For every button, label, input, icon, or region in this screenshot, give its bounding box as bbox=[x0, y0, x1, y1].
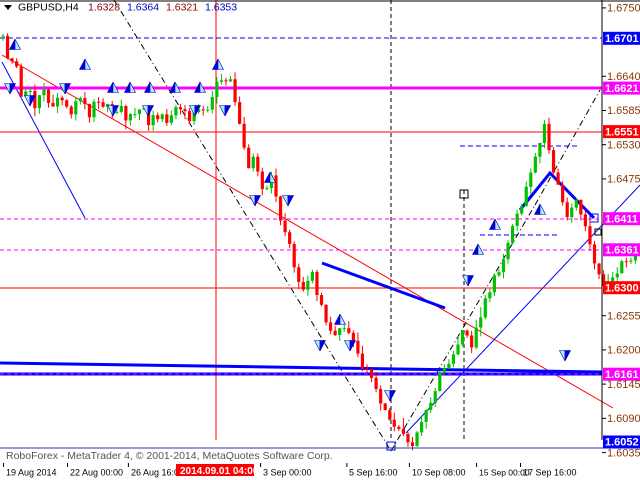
svg-text:17 Sep 16:00: 17 Sep 16:00 bbox=[523, 468, 577, 478]
svg-text:19 Aug 2014: 19 Aug 2014 bbox=[6, 468, 57, 478]
svg-text:1.6621: 1.6621 bbox=[605, 83, 639, 95]
svg-text:1.6361: 1.6361 bbox=[605, 245, 639, 257]
svg-text:1.6255: 1.6255 bbox=[607, 310, 640, 322]
svg-text:10 Sep 08:00: 10 Sep 08:00 bbox=[412, 468, 466, 478]
svg-text:1.6145: 1.6145 bbox=[607, 379, 640, 391]
svg-text:1.6035: 1.6035 bbox=[607, 447, 640, 459]
svg-text:1.6090: 1.6090 bbox=[607, 413, 640, 425]
svg-text:1.6321: 1.6321 bbox=[166, 1, 198, 13]
svg-text:1.6551: 1.6551 bbox=[605, 126, 639, 138]
svg-text:GBPUSD,H4: GBPUSD,H4 bbox=[18, 1, 79, 13]
svg-text:1.6353: 1.6353 bbox=[205, 1, 237, 13]
svg-text:1.6640: 1.6640 bbox=[607, 71, 640, 83]
svg-text:1.6364: 1.6364 bbox=[127, 1, 159, 13]
svg-text:1.6200: 1.6200 bbox=[607, 345, 640, 357]
svg-text:1.6411: 1.6411 bbox=[605, 213, 638, 225]
svg-text:1.6530: 1.6530 bbox=[607, 139, 640, 151]
svg-text:RoboForex - MetaTrader 4, © 20: RoboForex - MetaTrader 4, © 2001-2014, M… bbox=[6, 450, 333, 462]
svg-text:2014.09.01 04:00: 2014.09.01 04:00 bbox=[180, 466, 259, 477]
svg-text:1.6701: 1.6701 bbox=[605, 33, 639, 45]
svg-text:1.6475: 1.6475 bbox=[607, 174, 640, 186]
svg-text:5 Sep 16:00: 5 Sep 16:00 bbox=[349, 468, 398, 478]
svg-text:1.6750: 1.6750 bbox=[607, 3, 640, 15]
svg-text:1.6300: 1.6300 bbox=[605, 282, 639, 294]
svg-text:22 Aug 00:00: 22 Aug 00:00 bbox=[70, 468, 123, 478]
svg-text:1.6328: 1.6328 bbox=[88, 1, 120, 13]
svg-text:1.6585: 1.6585 bbox=[607, 105, 640, 117]
svg-text:3 Sep 00:00: 3 Sep 00:00 bbox=[263, 468, 312, 478]
